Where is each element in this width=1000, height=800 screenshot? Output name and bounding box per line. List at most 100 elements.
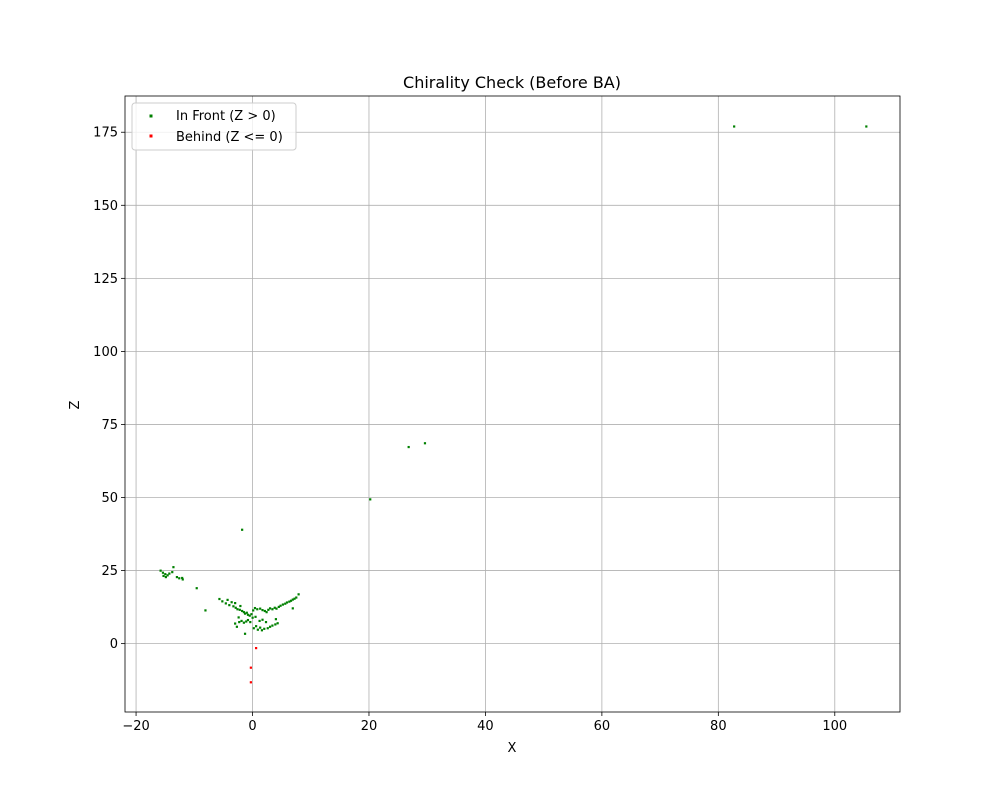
point-in-front bbox=[239, 604, 242, 608]
point-in-front bbox=[241, 609, 244, 613]
point-in-front bbox=[243, 632, 247, 635]
point-in-front bbox=[271, 608, 274, 611]
point-in-front bbox=[733, 125, 736, 128]
point-in-front bbox=[172, 566, 175, 569]
x-tick-label: 0 bbox=[248, 719, 256, 734]
point-in-front bbox=[256, 628, 259, 631]
point-in-front bbox=[171, 571, 174, 574]
y-tick-label: 175 bbox=[93, 126, 118, 141]
point-in-front bbox=[261, 609, 264, 612]
point-in-front bbox=[195, 587, 198, 590]
point-in-front bbox=[258, 619, 261, 623]
point-in-front bbox=[261, 618, 264, 621]
point-behind bbox=[249, 666, 252, 669]
point-in-front bbox=[234, 606, 237, 609]
x-tick-label: 80 bbox=[710, 719, 727, 734]
point-in-front bbox=[254, 615, 257, 618]
point-in-front bbox=[230, 601, 233, 604]
point-in-front bbox=[166, 574, 169, 577]
x-tick-label: 60 bbox=[594, 719, 611, 734]
point-in-front bbox=[240, 619, 243, 623]
point-in-front bbox=[159, 569, 162, 572]
point-in-front bbox=[268, 607, 272, 610]
legend-marker-in-front bbox=[149, 114, 153, 118]
point-in-front bbox=[259, 626, 262, 629]
x-tick-label: 100 bbox=[822, 719, 847, 734]
point-in-front bbox=[235, 625, 238, 628]
point-in-front bbox=[288, 600, 291, 603]
chart-title: Chirality Check (Before BA) bbox=[403, 73, 621, 92]
point-in-front bbox=[291, 598, 294, 601]
point-in-front bbox=[285, 601, 289, 604]
legend-label-behind: Behind (Z <= 0) bbox=[176, 130, 283, 145]
point-in-front bbox=[232, 605, 235, 608]
point-in-front bbox=[236, 608, 239, 611]
point-in-front bbox=[161, 571, 165, 574]
point-in-front bbox=[291, 607, 294, 610]
point-in-front bbox=[275, 607, 278, 610]
point-in-front bbox=[246, 618, 250, 622]
point-in-front bbox=[407, 445, 410, 449]
point-in-front bbox=[221, 600, 224, 603]
point-in-front bbox=[255, 625, 258, 628]
point-in-front bbox=[277, 605, 280, 609]
point-in-front bbox=[267, 608, 270, 611]
point-in-front bbox=[164, 573, 167, 576]
point-in-front bbox=[259, 607, 262, 610]
point-in-front bbox=[234, 622, 237, 625]
point-behind bbox=[255, 647, 258, 650]
point-in-front bbox=[243, 612, 247, 615]
point-in-front bbox=[242, 621, 245, 624]
point-in-front bbox=[273, 606, 276, 609]
point-in-front bbox=[248, 614, 251, 617]
point-in-front bbox=[226, 598, 229, 601]
point-in-front bbox=[281, 603, 284, 606]
grid-lines bbox=[125, 96, 900, 712]
y-tick-label: 75 bbox=[101, 418, 118, 433]
point-in-front bbox=[271, 624, 274, 627]
point-in-front bbox=[279, 604, 282, 607]
point-in-front bbox=[238, 620, 241, 624]
point-in-front bbox=[164, 575, 167, 579]
point-in-front bbox=[241, 528, 244, 531]
y-axis-label: Z bbox=[68, 400, 83, 409]
point-in-front bbox=[245, 611, 248, 614]
point-in-front bbox=[865, 125, 868, 128]
plot-area-frame bbox=[124, 95, 901, 713]
point-in-front bbox=[295, 596, 298, 599]
point-in-front bbox=[234, 602, 237, 605]
y-tick-label: 125 bbox=[93, 272, 118, 287]
point-in-front bbox=[423, 442, 427, 445]
point-in-front bbox=[253, 606, 257, 610]
point-in-front bbox=[204, 609, 207, 612]
axis-ticks: −20 0 20 40 60 80 100 0 25 50 75 100 125 150 175 bbox=[93, 126, 847, 734]
point-in-front bbox=[238, 608, 241, 611]
legend: In Front (Z > 0) Behind (Z <= 0) bbox=[131, 102, 297, 151]
x-tick-label: −20 bbox=[122, 719, 149, 734]
x-tick-label: 40 bbox=[477, 719, 494, 734]
y-tick-label: 25 bbox=[101, 564, 118, 579]
point-in-front bbox=[252, 627, 255, 630]
point-in-front bbox=[284, 602, 287, 605]
y-tick-label: 50 bbox=[101, 491, 118, 506]
point-in-front bbox=[274, 623, 277, 626]
point-in-front bbox=[293, 597, 296, 600]
x-axis-label: X bbox=[508, 741, 517, 756]
point-in-front bbox=[175, 575, 179, 579]
point-in-front bbox=[181, 576, 184, 580]
point-in-front bbox=[218, 597, 221, 601]
point-in-front bbox=[289, 599, 293, 602]
point-in-front bbox=[246, 613, 250, 616]
point-in-front bbox=[237, 616, 240, 619]
point-in-front bbox=[268, 625, 272, 628]
x-tick-label: 20 bbox=[361, 719, 378, 734]
point-in-front bbox=[297, 593, 300, 596]
point-in-front bbox=[242, 611, 245, 614]
point-in-front bbox=[250, 613, 253, 616]
y-tick-label: 100 bbox=[93, 345, 118, 360]
legend-label-in-front: In Front (Z > 0) bbox=[176, 109, 276, 124]
point-in-front bbox=[369, 498, 372, 501]
point-in-front bbox=[251, 616, 254, 619]
point-in-front bbox=[274, 618, 278, 621]
